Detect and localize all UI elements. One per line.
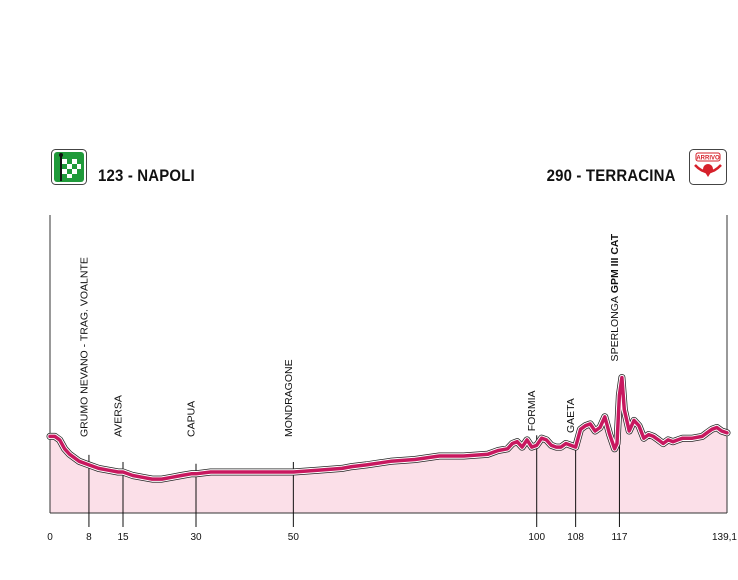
finish-city-label: 290 - TERRACINA: [546, 166, 676, 185]
landmark-name: MONDRAGONE: [283, 359, 295, 437]
finish-badge: ARRIVO: [689, 149, 727, 185]
profile-line: [48, 375, 729, 481]
landmark-label: GRUMO NEVANO - TRAG. VOALNTE: [78, 257, 90, 437]
km-tick-label: 30: [190, 532, 202, 543]
start-badge: [51, 149, 87, 185]
landmark-label: SPERLONGA GPM III CAT: [609, 233, 621, 361]
landmark-name: GRUMO NEVANO - TRAG. VOALNTE: [78, 257, 90, 437]
km-tick-label: 50: [288, 532, 300, 543]
landmark-name: GAETA: [565, 398, 577, 433]
km-tick-label: 117: [611, 532, 627, 543]
landmark-label: FORMIA: [526, 390, 538, 431]
km-tick-label: 139,1: [712, 532, 737, 543]
profile-area: [50, 377, 727, 513]
landmark-name: SPERLONGA: [609, 296, 621, 361]
km-tick-label: 0: [47, 532, 53, 543]
km-tick-label: 15: [117, 532, 129, 543]
landmark-category: GPM III CAT: [609, 233, 621, 296]
checkered-flag-icon: [51, 149, 87, 185]
landmark-label: MONDRAGONE: [283, 359, 295, 437]
km-tick-label: 108: [567, 532, 584, 543]
landmark-label: CAPUA: [186, 401, 198, 437]
landmark-name: CAPUA: [186, 401, 198, 437]
landmark-name: FORMIA: [526, 390, 538, 431]
start-city-label: 123 - NAPOLI: [98, 166, 195, 185]
finish-badge-text: ARRIVO: [696, 156, 720, 162]
landmark-label: GAETA: [565, 398, 577, 433]
finish-arrival-icon: ARRIVO: [689, 149, 727, 185]
landmark-label: AVERSA: [113, 395, 125, 437]
km-tick-label: 100: [528, 532, 545, 543]
km-tick-label: 8: [86, 532, 92, 543]
landmark-name: AVERSA: [113, 395, 125, 437]
